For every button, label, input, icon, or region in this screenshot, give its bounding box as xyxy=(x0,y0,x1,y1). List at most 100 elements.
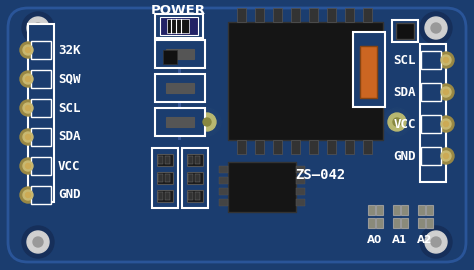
Bar xyxy=(219,177,228,184)
Bar xyxy=(187,172,203,184)
Bar xyxy=(255,140,264,154)
Bar xyxy=(155,40,205,68)
Bar xyxy=(31,70,51,88)
Circle shape xyxy=(26,48,30,52)
Bar xyxy=(165,174,170,182)
Circle shape xyxy=(431,23,441,33)
Bar xyxy=(255,8,264,22)
Circle shape xyxy=(420,226,452,258)
Circle shape xyxy=(393,118,401,126)
Bar xyxy=(31,157,51,175)
Bar xyxy=(31,99,51,117)
Bar xyxy=(363,8,372,22)
Bar xyxy=(296,166,305,173)
Circle shape xyxy=(23,103,33,113)
Bar xyxy=(421,83,441,101)
Bar xyxy=(155,74,205,102)
Circle shape xyxy=(441,55,451,65)
Circle shape xyxy=(388,113,406,131)
Bar xyxy=(421,147,441,165)
Bar xyxy=(219,166,228,173)
Bar xyxy=(327,140,336,154)
Circle shape xyxy=(438,52,454,68)
Bar xyxy=(152,148,178,208)
Text: SDA: SDA xyxy=(393,86,416,99)
Text: GND: GND xyxy=(393,150,416,163)
Bar xyxy=(296,188,305,195)
Bar xyxy=(396,23,414,39)
Bar xyxy=(418,218,425,228)
Bar xyxy=(178,35,181,140)
Circle shape xyxy=(26,164,30,168)
Bar xyxy=(165,192,170,200)
Circle shape xyxy=(441,87,451,97)
Bar xyxy=(31,128,51,146)
Bar xyxy=(160,17,198,35)
Circle shape xyxy=(420,12,452,44)
Bar xyxy=(291,8,300,22)
Bar xyxy=(182,148,208,208)
Circle shape xyxy=(23,190,33,200)
Circle shape xyxy=(26,134,30,140)
Circle shape xyxy=(20,158,36,174)
Bar xyxy=(167,19,189,33)
Circle shape xyxy=(438,116,454,132)
Bar xyxy=(392,20,418,42)
Bar xyxy=(31,186,51,204)
Bar xyxy=(228,162,296,212)
Bar xyxy=(309,140,318,154)
Circle shape xyxy=(193,108,221,136)
Circle shape xyxy=(22,226,54,258)
Bar xyxy=(273,8,282,22)
Bar xyxy=(187,154,203,166)
Text: SQW: SQW xyxy=(58,73,81,86)
Circle shape xyxy=(33,23,43,33)
Circle shape xyxy=(20,100,36,116)
Circle shape xyxy=(444,89,448,94)
Bar xyxy=(219,199,228,206)
Bar xyxy=(155,108,205,136)
Circle shape xyxy=(23,45,33,55)
Bar xyxy=(420,44,446,182)
Bar xyxy=(296,199,305,206)
Bar xyxy=(195,192,200,200)
Bar xyxy=(188,192,193,200)
Circle shape xyxy=(20,71,36,87)
Circle shape xyxy=(26,106,30,110)
Text: A1: A1 xyxy=(392,235,408,245)
Bar xyxy=(157,172,173,184)
Bar xyxy=(158,156,163,164)
Bar xyxy=(393,205,400,215)
Bar xyxy=(166,117,194,127)
Circle shape xyxy=(27,17,49,39)
Circle shape xyxy=(383,108,411,136)
Circle shape xyxy=(444,122,448,127)
Circle shape xyxy=(20,42,36,58)
Text: POWER: POWER xyxy=(151,5,206,18)
Circle shape xyxy=(26,193,30,197)
Text: ZS—042: ZS—042 xyxy=(295,168,345,182)
Circle shape xyxy=(198,113,216,131)
Bar xyxy=(155,14,203,38)
Bar xyxy=(401,218,408,228)
Circle shape xyxy=(27,231,49,253)
Circle shape xyxy=(23,74,33,84)
Bar xyxy=(157,190,173,202)
Circle shape xyxy=(23,161,33,171)
Bar xyxy=(188,174,193,182)
Bar xyxy=(401,205,408,215)
Text: SDA: SDA xyxy=(58,130,81,143)
Bar xyxy=(309,8,318,22)
Text: A2: A2 xyxy=(418,235,433,245)
Text: VCC: VCC xyxy=(58,160,81,173)
Bar xyxy=(28,24,54,202)
Circle shape xyxy=(431,237,441,247)
Bar xyxy=(188,156,193,164)
Bar xyxy=(195,174,200,182)
Circle shape xyxy=(22,12,54,44)
Circle shape xyxy=(425,231,447,253)
Circle shape xyxy=(26,76,30,82)
Bar xyxy=(368,205,375,215)
Circle shape xyxy=(203,118,211,126)
Bar xyxy=(228,22,383,140)
